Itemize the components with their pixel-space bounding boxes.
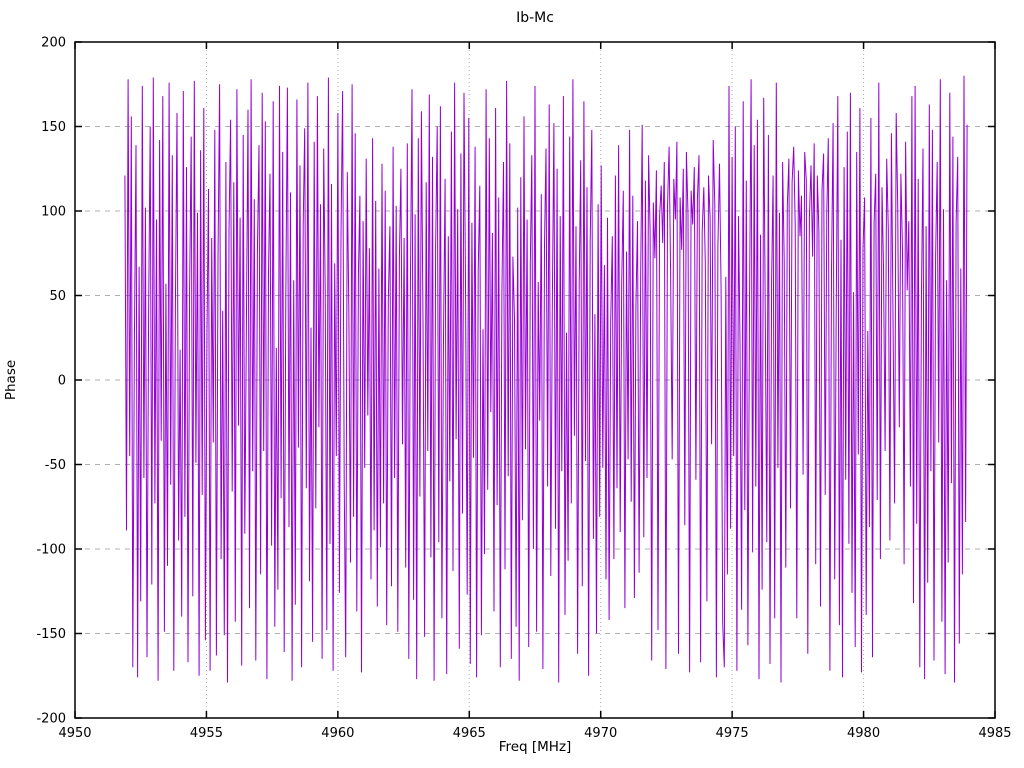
x-tick-label: 4985 — [978, 726, 1011, 741]
x-tick-label: 4960 — [321, 726, 354, 741]
y-tick-label: 150 — [41, 120, 66, 135]
y-tick-label: -200 — [36, 712, 66, 727]
chart-title: Ib-Mc — [516, 10, 554, 26]
y-tick-label: -100 — [36, 543, 66, 558]
x-axis-label: Freq [MHz] — [498, 739, 572, 755]
y-tick-label: 200 — [41, 36, 66, 51]
phase-trace — [124, 75, 968, 683]
y-tick-label: 50 — [49, 289, 66, 304]
y-tick-label: -150 — [36, 627, 66, 642]
x-tick-label: 4980 — [847, 726, 880, 741]
x-tick-label: 4970 — [584, 726, 617, 741]
y-tick-label: -50 — [45, 458, 66, 473]
x-tick-label: 4975 — [716, 726, 749, 741]
x-tick-label: 4965 — [453, 726, 486, 741]
y-tick-label: 0 — [58, 374, 66, 389]
x-tick-label: 4950 — [58, 726, 91, 741]
y-tick-label: 100 — [41, 205, 66, 220]
x-tick-label: 4955 — [190, 726, 223, 741]
